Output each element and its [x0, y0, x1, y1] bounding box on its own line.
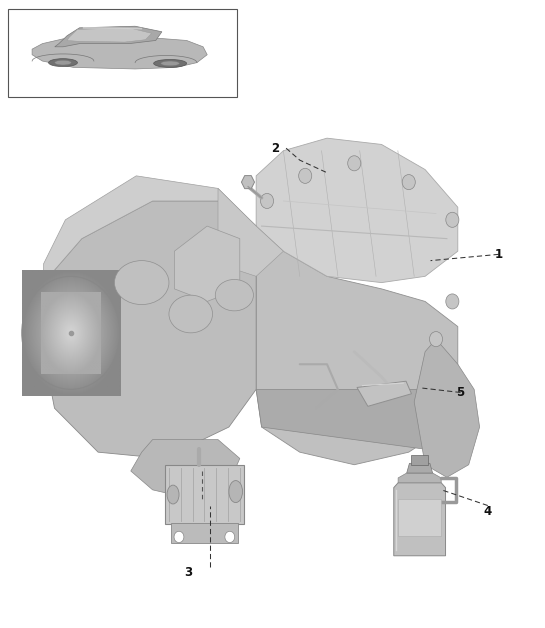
Polygon shape	[256, 226, 458, 465]
Polygon shape	[174, 226, 240, 301]
Bar	[171, 523, 238, 543]
Circle shape	[402, 175, 415, 190]
Bar	[398, 499, 441, 536]
Polygon shape	[67, 28, 152, 42]
Circle shape	[174, 531, 184, 543]
Circle shape	[225, 531, 235, 543]
Text: 3: 3	[184, 566, 192, 579]
Polygon shape	[407, 463, 433, 473]
Ellipse shape	[167, 485, 179, 504]
Polygon shape	[44, 201, 256, 458]
Ellipse shape	[229, 480, 243, 502]
Circle shape	[299, 168, 312, 183]
Circle shape	[429, 332, 443, 347]
Polygon shape	[131, 440, 240, 502]
Polygon shape	[54, 26, 162, 47]
Circle shape	[446, 294, 459, 309]
Bar	[8, 9, 237, 97]
Polygon shape	[218, 188, 283, 276]
Polygon shape	[44, 176, 256, 283]
Polygon shape	[393, 483, 446, 556]
Polygon shape	[256, 138, 458, 283]
Polygon shape	[398, 473, 441, 483]
FancyBboxPatch shape	[165, 465, 244, 524]
Polygon shape	[241, 176, 255, 188]
Text: 5: 5	[456, 386, 465, 399]
Ellipse shape	[215, 279, 253, 311]
Ellipse shape	[49, 58, 77, 67]
Ellipse shape	[161, 61, 179, 66]
Ellipse shape	[54, 60, 71, 65]
Ellipse shape	[169, 295, 213, 333]
Polygon shape	[357, 381, 411, 406]
Polygon shape	[414, 339, 480, 477]
Circle shape	[446, 212, 459, 227]
Ellipse shape	[154, 60, 186, 67]
Text: 4: 4	[483, 506, 492, 518]
Polygon shape	[32, 37, 207, 69]
Text: 1: 1	[495, 248, 502, 261]
Circle shape	[261, 193, 274, 208]
Bar	[411, 455, 428, 465]
Ellipse shape	[114, 261, 169, 305]
Polygon shape	[256, 389, 458, 452]
Text: 2: 2	[271, 142, 279, 154]
Circle shape	[348, 156, 361, 171]
